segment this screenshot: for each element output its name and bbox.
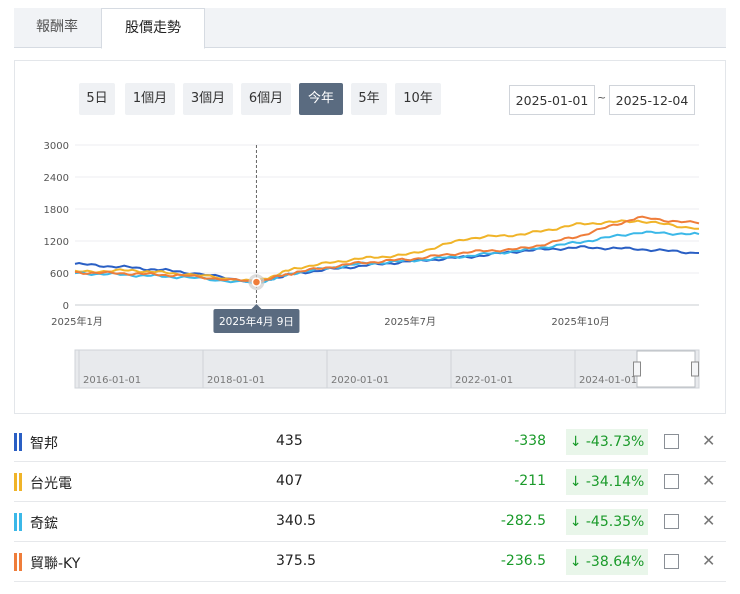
navigator-date-label: 2018-01-01: [207, 375, 265, 386]
stock-change-percent: ↓ -38.64%: [566, 549, 648, 575]
stock-row: 奇鋐 340.5 -282.5 ↓ -45.35% ✕: [14, 502, 726, 542]
chart-panel: 5日 1個月 3個月 6個月 今年 5年 10年 ~ 0 600 1200 1800 2…: [14, 60, 726, 414]
legend-marker: [14, 473, 23, 491]
stock-checkbox[interactable]: [664, 554, 679, 569]
navigator-date-label: 2024-01-01: [579, 375, 637, 386]
stock-checkbox[interactable]: [664, 434, 679, 449]
stock-name: 貿聯-KY: [30, 556, 81, 572]
stock-row: 貿聯-KY 375.5 -236.5 ↓ -38.64% ✕: [14, 542, 726, 582]
percent-value: -34.14%: [585, 474, 645, 490]
stock-change-percent: ↓ -43.73%: [566, 429, 648, 455]
stock-change-percent: ↓ -45.35%: [566, 509, 648, 535]
range-navigator[interactable]: [74, 349, 700, 389]
tooltip-pointer: [251, 304, 262, 309]
stock-change-percent: ↓ -34.14%: [566, 469, 648, 495]
y-tick-label: 1200: [44, 237, 69, 248]
percent-value: -38.64%: [585, 554, 645, 570]
navigator-date-label: 2016-01-01: [83, 375, 141, 386]
x-tick-label: 2025年10月: [551, 315, 609, 328]
percent-value: -43.73%: [585, 434, 645, 450]
range-ytd-button[interactable]: 今年: [299, 83, 343, 115]
navigator-handle[interactable]: [691, 361, 699, 377]
stock-price: 340.5: [276, 513, 317, 529]
range-3m-button[interactable]: 3個月: [183, 83, 233, 115]
navigator-date-label: 2022-01-01: [455, 375, 513, 386]
y-tick-label: 2400: [44, 173, 69, 184]
y-tick-label: 0: [63, 301, 69, 312]
stock-name: 台光電: [30, 476, 72, 492]
legend-marker: [14, 553, 23, 571]
stock-change: -211: [514, 473, 546, 489]
stock-name: 智邦: [30, 436, 58, 452]
y-tick-label: 1800: [44, 205, 69, 216]
tab-price-trend[interactable]: 股價走勢: [101, 8, 205, 49]
range-1m-button[interactable]: 1個月: [125, 83, 175, 115]
tab-bar: 報酬率 股價走勢: [14, 8, 726, 49]
series-line: [74, 219, 700, 283]
down-arrow-icon: ↓: [569, 514, 582, 530]
range-5d-button[interactable]: 5日: [79, 83, 115, 115]
stock-change: -338: [514, 433, 546, 449]
stock-checkbox[interactable]: [664, 514, 679, 529]
date-separator: ~: [597, 91, 607, 104]
x-tooltip-box: [213, 309, 300, 333]
y-tick-label: 600: [50, 269, 69, 280]
legend-marker: [14, 433, 23, 451]
range-6m-button[interactable]: 6個月: [241, 83, 291, 115]
legend-marker: [14, 513, 23, 531]
stock-price: 375.5: [276, 553, 317, 569]
stock-list: 智邦 435 -338 ↓ -43.73% ✕ 台光電 407 -211 ↓ -34.14% ✕ 奇…: [14, 422, 726, 582]
price-chart[interactable]: 0 600 1200 1800 2400 3000 2025年1月 2025年7月 2025年1…: [15, 61, 725, 413]
stock-row: 智邦 435 -338 ↓ -43.73% ✕: [14, 422, 726, 462]
stock-price: 407: [276, 473, 303, 489]
close-icon[interactable]: ✕: [702, 511, 716, 530]
navigator-date-label: 2020-01-01: [331, 375, 389, 386]
close-icon[interactable]: ✕: [702, 471, 716, 490]
percent-value: -45.35%: [585, 514, 645, 530]
range-5y-button[interactable]: 5年: [351, 83, 387, 115]
navigator-handle[interactable]: [633, 361, 641, 377]
stock-change: -236.5: [500, 553, 546, 569]
hover-point: [251, 277, 262, 287]
down-arrow-icon: ↓: [569, 554, 582, 570]
x-tick-label: 2025年7月: [384, 315, 436, 328]
stock-change: -282.5: [500, 513, 546, 529]
down-arrow-icon: ↓: [569, 474, 582, 490]
range-10y-button[interactable]: 10年: [395, 83, 441, 115]
start-date-input[interactable]: [509, 85, 595, 115]
navigator-selection[interactable]: [636, 350, 696, 388]
y-tick-label: 3000: [44, 141, 69, 152]
x-tick-label: 2025年1月: [51, 315, 103, 328]
stock-row: 台光電 407 -211 ↓ -34.14% ✕: [14, 462, 726, 502]
x-tooltip-label: 2025年4月 9日: [219, 315, 294, 328]
close-icon[interactable]: ✕: [702, 431, 716, 450]
stock-name: 奇鋐: [30, 516, 58, 532]
close-icon[interactable]: ✕: [702, 551, 716, 570]
stock-checkbox[interactable]: [664, 474, 679, 489]
down-arrow-icon: ↓: [569, 434, 582, 450]
stock-price: 435: [276, 433, 303, 449]
tab-returns[interactable]: 報酬率: [36, 19, 78, 35]
end-date-input[interactable]: [609, 85, 695, 115]
series-line: [74, 230, 700, 284]
series-line: [74, 215, 700, 284]
